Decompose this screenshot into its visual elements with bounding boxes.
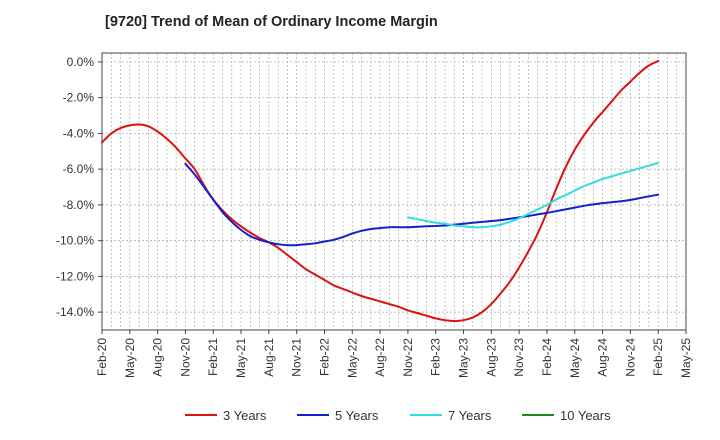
- x-tick-label: May-21: [234, 338, 248, 378]
- legend-label: 3 Years: [223, 408, 267, 423]
- plot-frame: [101, 52, 687, 331]
- grid-lines: [101, 53, 687, 330]
- x-tick-label: Feb-24: [540, 338, 554, 376]
- x-tick-label: Nov-22: [401, 338, 415, 377]
- x-tick-label: Feb-22: [317, 338, 331, 376]
- chart-title: [9720] Trend of Mean of Ordinary Income …: [105, 14, 438, 30]
- x-tick-label: Feb-20: [95, 338, 109, 376]
- x-tick-label: Feb-23: [429, 338, 443, 376]
- y-tick-label: -4.0%: [63, 126, 95, 140]
- x-tick-label: May-24: [568, 338, 582, 378]
- x-tick-label: Aug-21: [262, 338, 276, 377]
- x-tick-label: Feb-25: [651, 338, 665, 376]
- y-tick-label: -12.0%: [56, 269, 94, 283]
- x-tick-label: Nov-24: [623, 338, 637, 377]
- y-tick-label: -10.0%: [56, 234, 94, 248]
- x-tick-label: Aug-22: [373, 338, 387, 377]
- x-tick-label: May-20: [123, 338, 137, 378]
- legend-label: 5 Years: [335, 408, 379, 423]
- legend-label: 7 Years: [448, 408, 492, 423]
- x-tick-label: Aug-24: [596, 338, 610, 377]
- x-tick-label: Nov-21: [290, 338, 304, 377]
- series-line-7-years: [406, 161, 660, 229]
- y-tick-label: -8.0%: [63, 198, 95, 212]
- series-lines: [101, 60, 660, 323]
- legend-label: 10 Years: [560, 408, 611, 423]
- x-tick-label: May-22: [345, 338, 359, 378]
- y-tick-label: 0.0%: [67, 55, 95, 69]
- y-tick-label: -2.0%: [63, 91, 95, 105]
- axes: Feb-20 May-20 Aug-20 Nov-20 Feb-21 May-21 Aug-…: [56, 52, 693, 378]
- series-line-5-years: [184, 162, 660, 247]
- x-tick-label: Aug-23: [484, 338, 498, 377]
- y-tick-label: -6.0%: [63, 162, 95, 176]
- x-tick-label: Aug-20: [151, 338, 165, 377]
- y-tick-label: -14.0%: [56, 305, 94, 319]
- x-tick-label: May-25: [679, 338, 693, 378]
- x-tick-label: Nov-20: [178, 338, 192, 377]
- x-tick-label: Feb-21: [206, 338, 220, 376]
- series-line-3-years: [101, 60, 660, 323]
- x-tick-label: Nov-23: [512, 338, 526, 377]
- x-tick-label: May-23: [457, 338, 471, 378]
- legend: 3 Years 5 Years 7 Years 10 Years: [185, 408, 611, 423]
